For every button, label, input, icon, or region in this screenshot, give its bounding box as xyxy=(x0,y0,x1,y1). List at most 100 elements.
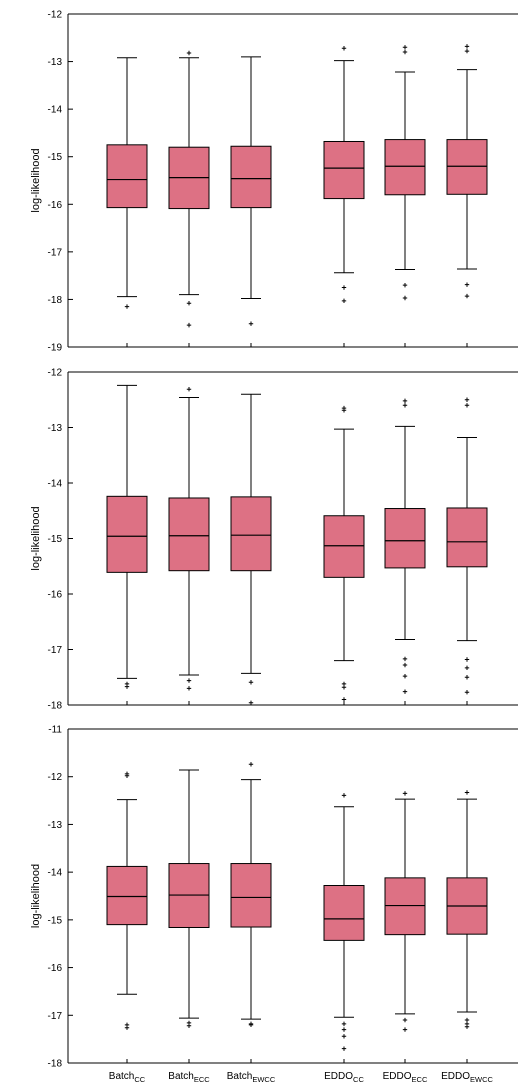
y-tick-label: -17 xyxy=(48,1011,63,1022)
category-subscript: CC xyxy=(353,1075,364,1084)
y-tick-label: -14 xyxy=(48,868,63,879)
outlier-marker xyxy=(186,1023,192,1028)
y-tick-label: -13 xyxy=(48,820,63,831)
y-tick-label: -12 xyxy=(48,772,63,783)
iqr-box xyxy=(106,495,148,573)
outlier-marker xyxy=(186,387,192,392)
outlier-marker xyxy=(402,656,408,662)
y-tick-label: -18 xyxy=(48,295,63,306)
y-tick-label: -15 xyxy=(48,915,63,926)
box-eddo-ewcc xyxy=(446,790,488,1029)
iqr-box xyxy=(230,145,272,209)
outlier-marker xyxy=(402,49,408,55)
outlier-marker xyxy=(402,662,408,668)
outlier-marker xyxy=(402,1017,408,1023)
panel-3: -11 -12 -13 -14 -15 -16 -17 -18 log-likelihood Ba… xyxy=(30,725,518,1084)
outlier-marker xyxy=(341,1021,347,1027)
outlier-marker xyxy=(124,684,130,689)
box-batch-ecc xyxy=(168,769,210,1028)
box-eddo-ewcc xyxy=(446,44,488,299)
outlier-marker xyxy=(402,791,408,796)
box-batch-ecc xyxy=(168,50,210,328)
outlier-marker xyxy=(464,1017,470,1023)
y-tick-label: -12 xyxy=(48,368,63,379)
outlier-marker xyxy=(464,48,470,54)
category-base: EDDO xyxy=(324,1071,353,1082)
y-tick-label: -15 xyxy=(48,152,63,163)
box-eddo-ecc xyxy=(384,398,426,694)
outlier-marker xyxy=(341,408,347,413)
iqr-box xyxy=(446,139,488,195)
category-base: EDDO xyxy=(441,1071,470,1082)
y-tick-label: -13 xyxy=(48,423,63,434)
outlier-marker xyxy=(464,675,470,680)
outlier-marker xyxy=(402,45,408,50)
outlier-marker xyxy=(464,657,470,662)
iqr-box xyxy=(230,863,272,928)
outlier-marker xyxy=(341,697,347,702)
outlier-marker xyxy=(248,680,254,685)
category-base: Batch xyxy=(109,1071,135,1082)
outlier-marker xyxy=(248,762,254,767)
y-tick-label: -19 xyxy=(48,343,63,354)
box-eddo-ecc xyxy=(384,791,426,1032)
outlier-marker xyxy=(186,301,192,306)
outlier-marker xyxy=(124,304,130,309)
outlier-marker xyxy=(341,1034,347,1039)
y-tick-label: -17 xyxy=(48,645,63,656)
y-tick-label: -15 xyxy=(48,534,63,545)
outlier-marker xyxy=(341,685,347,690)
x-tick-label: BatchCC xyxy=(109,1071,146,1084)
outlier-marker xyxy=(402,282,408,288)
box-batch-cc xyxy=(106,57,148,309)
y-tick-label: -12 xyxy=(48,10,63,21)
y-axis-label: log-likelihood xyxy=(30,864,42,928)
y-tick-label: -18 xyxy=(48,1059,63,1070)
category-base: Batch xyxy=(168,1071,194,1082)
box-eddo-ecc xyxy=(384,45,426,301)
outlier-marker xyxy=(186,322,192,328)
outlier-marker xyxy=(464,1024,470,1029)
outlier-marker xyxy=(341,285,347,290)
iqr-box xyxy=(384,139,426,196)
outlier-marker xyxy=(464,293,470,299)
outlier-marker xyxy=(402,689,408,694)
iqr-box xyxy=(106,865,148,926)
outlier-marker xyxy=(186,50,192,56)
outlier-marker xyxy=(248,1022,254,1028)
box-batch-ewcc xyxy=(230,56,272,326)
outlier-marker xyxy=(341,793,347,798)
y-tick-label: -16 xyxy=(48,590,63,601)
y-tick-label: -17 xyxy=(48,247,63,258)
box-eddo-ewcc xyxy=(446,397,488,695)
box-eddo-cc xyxy=(323,46,365,304)
outlier-marker xyxy=(124,773,130,778)
y-tick-label: -11 xyxy=(48,725,62,736)
iqr-box xyxy=(384,877,426,936)
outlier-marker xyxy=(124,1025,130,1030)
outlier-marker xyxy=(248,321,254,326)
category-subscript: EWCC xyxy=(252,1075,275,1084)
box-batch-ecc xyxy=(168,387,210,691)
y-axis-label: log-likelihood xyxy=(30,506,42,570)
outlier-marker xyxy=(341,1027,347,1032)
category-subscript: ECC xyxy=(194,1075,210,1084)
x-tick-label: EDDOEWCC xyxy=(441,1071,493,1084)
outlier-marker xyxy=(186,678,192,683)
category-base: Batch xyxy=(227,1071,253,1082)
iqr-box xyxy=(384,508,426,569)
outlier-marker xyxy=(464,790,470,795)
y-tick-label: -16 xyxy=(48,200,63,211)
outlier-marker xyxy=(464,44,470,49)
iqr-box xyxy=(323,140,365,200)
outlier-marker xyxy=(248,700,254,705)
iqr-box xyxy=(323,515,365,578)
y-tick-label: -13 xyxy=(48,57,63,68)
y-axis-label: log-likelihood xyxy=(30,148,42,212)
iqr-box xyxy=(106,144,148,209)
outlier-marker xyxy=(402,398,408,404)
box-batch-ewcc xyxy=(230,762,272,1028)
outlier-marker xyxy=(341,298,347,304)
outlier-marker xyxy=(402,403,408,408)
